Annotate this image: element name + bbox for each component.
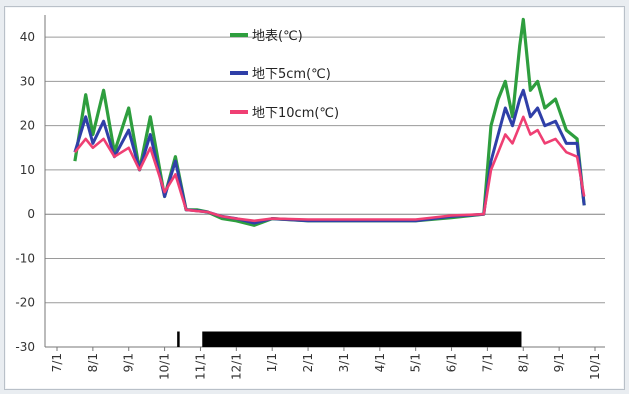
chart-frame: 40 30 20 10 0 -10 -20 -30 7/1 8/1 9/1 10/1 11/1 12/1 1… bbox=[4, 6, 625, 390]
x-tick-label: 2/1 bbox=[301, 353, 315, 372]
y-tick-label: 30 bbox=[20, 74, 35, 88]
x-tick-label: 4/1 bbox=[373, 353, 387, 372]
x-tick-label: 9/1 bbox=[122, 353, 136, 372]
series-line bbox=[73, 115, 586, 223]
x-tick-label: 6/1 bbox=[445, 353, 459, 372]
x-tick-label: 8/1 bbox=[86, 353, 100, 372]
y-tick-label: 40 bbox=[20, 30, 35, 44]
y-tick-label: -30 bbox=[15, 340, 35, 354]
x-tick-label: 5/1 bbox=[409, 353, 423, 372]
x-tick-label: 7/1 bbox=[480, 353, 494, 372]
legend-label: 地表(℃) bbox=[252, 29, 303, 44]
y-tick-label: -20 bbox=[15, 296, 35, 310]
x-tick-label: 11/1 bbox=[193, 353, 207, 380]
x-tick-label: 3/1 bbox=[337, 353, 351, 372]
y-tick-label: 20 bbox=[20, 119, 35, 133]
x-tick-label: 7/1 bbox=[50, 353, 64, 372]
snow-cover-bar bbox=[177, 331, 180, 347]
snow-cover-bar bbox=[202, 331, 522, 347]
legend-label: 地下5cm(℃) bbox=[252, 67, 331, 82]
x-tick-label: 12/1 bbox=[229, 353, 243, 380]
x-tick-label: 10/1 bbox=[158, 353, 172, 380]
legend-label: 地下10cm(℃) bbox=[252, 106, 339, 121]
y-tick-label: 0 bbox=[27, 207, 35, 221]
x-tick-label: 9/1 bbox=[552, 353, 566, 372]
y-tick-label: 10 bbox=[20, 163, 35, 177]
x-tick-label: 8/1 bbox=[516, 353, 530, 372]
x-tick-label: 10/1 bbox=[588, 353, 602, 380]
y-tick-label: -10 bbox=[15, 251, 35, 265]
x-tick-label: 1/1 bbox=[265, 353, 279, 372]
plot-area bbox=[45, 15, 605, 347]
chart-canvas: 40 30 20 10 0 -10 -20 -30 7/1 8/1 9/1 10/1 11/1 12/1 1… bbox=[15, 15, 605, 380]
